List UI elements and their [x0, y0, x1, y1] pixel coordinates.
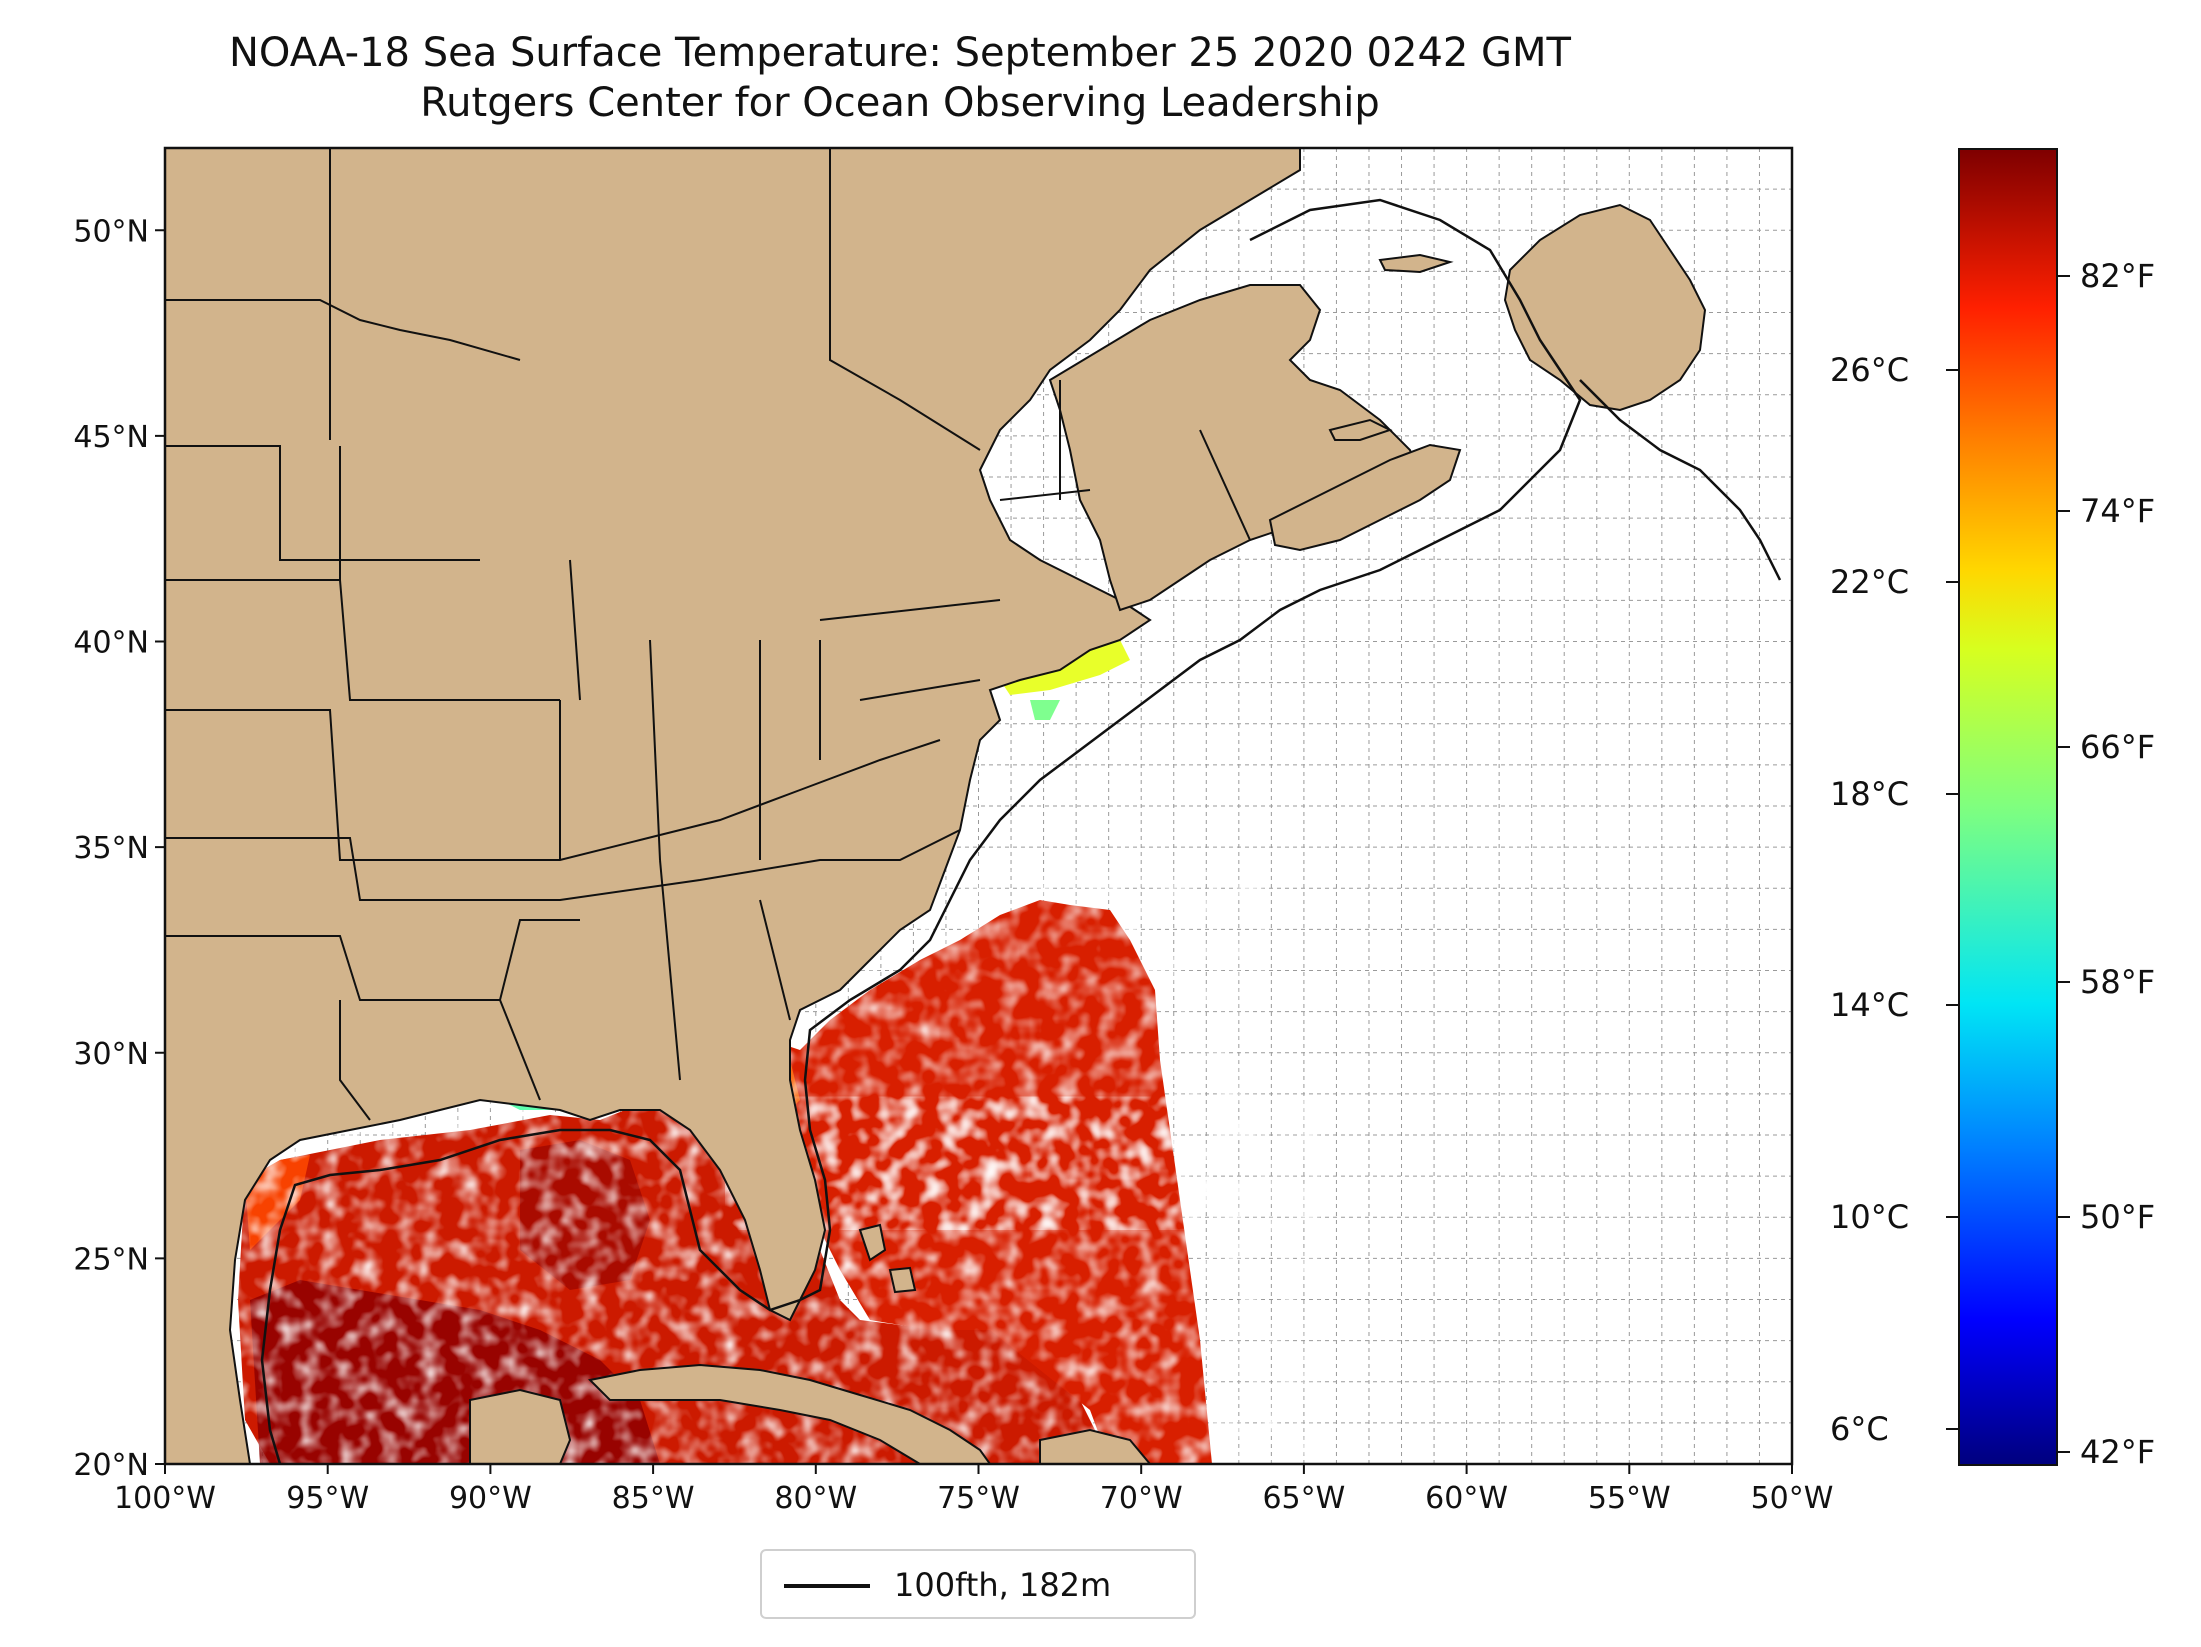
colorbar-celsius-label: 14°C [1830, 986, 1910, 1025]
colorbar [1958, 148, 2058, 1466]
yucatan [469, 1388, 572, 1464]
newfoundland [1503, 203, 1707, 412]
bahamas-2 [888, 1266, 917, 1294]
hispaniola [1039, 1428, 1152, 1464]
colorbar-celsius-tick [1946, 369, 1958, 372]
cuba [587, 1363, 992, 1464]
colorbar-fahrenheit-label: 82°F [2080, 257, 2156, 296]
lon-tick-label: 75°W [937, 1481, 1020, 1516]
lat-ticks: 20°N 25°N 30°N 35°N 40°N 45°N 50°N [73, 214, 165, 1483]
nova-scotia [1268, 443, 1462, 552]
colorbar-fahrenheit-tick [2058, 1216, 2070, 1219]
colorbar-celsius-tick [1946, 792, 1958, 795]
political-borders [165, 148, 1251, 1121]
lon-tick-label: 60°W [1425, 1481, 1508, 1516]
isobath-100fth [260, 198, 1582, 1464]
colorbar-celsius-tick [1946, 581, 1958, 584]
colorbar-fahrenheit-label: 74°F [2080, 492, 2156, 531]
colorbar-celsius-label: 22°C [1830, 563, 1910, 602]
lon-tick-label: 100°W [114, 1481, 216, 1516]
colorbar-fahrenheit-label: 42°F [2080, 1433, 2156, 1472]
lat-tick-label: 35°N [73, 831, 149, 866]
lat-tick-label: 25°N [73, 1242, 149, 1277]
prince-edward-island [1328, 418, 1393, 441]
lat-tick-label: 40°N [73, 626, 149, 661]
colorbar-celsius-label: 26°C [1830, 351, 1910, 390]
lon-tick-label: 95°W [286, 1481, 369, 1516]
lon-tick-label: 80°W [774, 1481, 857, 1516]
sst-nj-coast [1030, 700, 1060, 720]
legend: 100fth, 182m [760, 1549, 1196, 1619]
legend-label: 100fth, 182m [894, 1566, 1112, 1604]
lon-tick-label: 55°W [1588, 1481, 1671, 1516]
colorbar-fahrenheit-tick [2058, 1451, 2070, 1454]
colorbar-fahrenheit-tick [2058, 510, 2070, 513]
map-subtitle: Rutgers Center for Ocean Observing Leade… [420, 80, 1380, 126]
lon-tick-label: 90°W [449, 1481, 532, 1516]
lon-ticks: 100°W 95°W 90°W 85°W 80°W 75°W 70°W 65°W 60°W 55°… [114, 1464, 1833, 1516]
lon-tick-label: 50°W [1751, 1481, 1834, 1516]
colorbar-fahrenheit-tick [2058, 275, 2070, 278]
colorbar-fahrenheit-label: 66°F [2080, 727, 2156, 766]
lat-tick-label: 30°N [73, 1037, 149, 1072]
land [165, 148, 1707, 1464]
colorbar-celsius-tick [1946, 1216, 1958, 1219]
lat-tick-label: 50°N [73, 214, 149, 249]
colorbar-celsius-tick [1946, 1004, 1958, 1007]
anticosti [1378, 253, 1454, 274]
legend-line-swatch [784, 1584, 870, 1588]
lon-tick-label: 70°W [1100, 1481, 1183, 1516]
colorbar-celsius-label: 10°C [1830, 1198, 1910, 1237]
colorbar-fahrenheit-tick [2058, 745, 2070, 748]
lat-tick-label: 45°N [73, 420, 149, 455]
north-america-land [165, 148, 1301, 1464]
colorbar-celsius-tick [1946, 1427, 1958, 1430]
bahamas-1 [858, 1223, 887, 1262]
map-title: NOAA-18 Sea Surface Temperature: Septemb… [229, 30, 1571, 76]
isobath-canada [1579, 379, 1782, 581]
lon-tick-label: 85°W [612, 1481, 695, 1516]
colorbar-celsius-label: 6°C [1830, 1409, 1889, 1448]
colorbar-fahrenheit-label: 58°F [2080, 962, 2156, 1001]
lat-tick-label: 20°N [73, 1448, 149, 1483]
lon-tick-label: 65°W [1262, 1481, 1345, 1516]
colorbar-fahrenheit-label: 50°F [2080, 1198, 2156, 1237]
colorbar-celsius-label: 18°C [1830, 774, 1910, 813]
colorbar-fahrenheit-tick [2058, 980, 2070, 983]
